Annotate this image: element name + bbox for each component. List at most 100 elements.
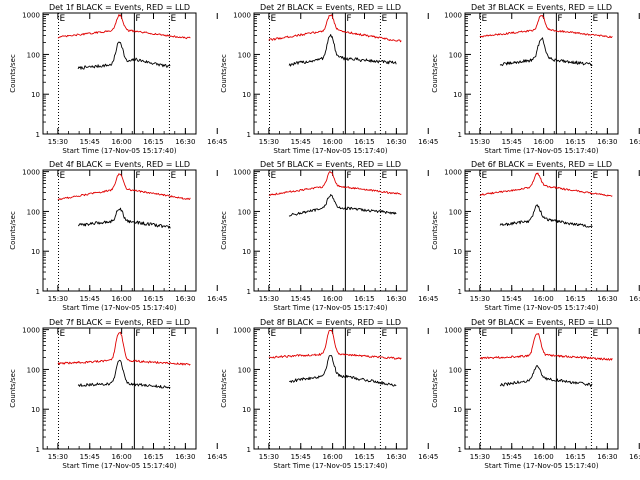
x-tick-label: 16:45 (418, 138, 438, 146)
marker-label: E (592, 171, 598, 181)
x-tick-label: 15:30 (48, 453, 68, 461)
x-tick-label: 16:45 (207, 453, 227, 461)
x-axis-label: Start Time (17-Nov-05 15:17:40) (62, 147, 176, 155)
y-tick-label: 10 (453, 91, 462, 99)
y-axis-label: Counts/sec (431, 54, 439, 93)
series-lld (268, 329, 402, 360)
x-tick-label: 16:45 (629, 138, 640, 146)
marker-label: E (592, 14, 598, 24)
series-events (289, 355, 397, 387)
x-tick-label: 16:45 (207, 295, 227, 303)
x-axis-label: Start Time (17-Nov-05 15:17:40) (484, 304, 598, 312)
y-axis-label: Counts/sec (220, 54, 228, 93)
detector-plot-3: Det 3f BLACK = Events, RED = LLD 1 10 100 10… (431, 3, 640, 155)
plot-title: Det 6f BLACK = Events, RED = LLD (471, 160, 612, 169)
y-tick-label: 10 (242, 91, 251, 99)
y-tick-label: 100 (27, 366, 40, 374)
y-tick-label: 10 (242, 406, 251, 414)
y-axis-label: Counts/sec (220, 211, 228, 250)
x-tick-label: 15:30 (259, 295, 279, 303)
x-tick-label: 16:30 (386, 295, 406, 303)
x-tick-label: 15:30 (470, 453, 490, 461)
x-tick-label: 16:30 (597, 453, 617, 461)
y-tick-label: 1 (247, 446, 251, 454)
y-tick-label: 1000 (22, 327, 40, 335)
x-tick-label: 16:45 (629, 453, 640, 461)
marker-label: E (271, 171, 277, 181)
plot-title: Det 8f BLACK = Events, RED = LLD (260, 318, 401, 327)
y-tick-label: 100 (238, 51, 251, 59)
x-tick-label: 16:00 (323, 138, 343, 146)
plot-title: Det 4f BLACK = Events, RED = LLD (49, 160, 190, 169)
y-axis-label: Counts/sec (431, 211, 439, 250)
x-axis-label: Start Time (17-Nov-05 15:17:40) (62, 304, 176, 312)
marker-label: F (557, 329, 562, 339)
y-tick-label: 1000 (444, 327, 462, 335)
x-tick-label: 16:30 (386, 453, 406, 461)
x-axis-label: Start Time (17-Nov-05 15:17:40) (273, 304, 387, 312)
y-tick-label: 10 (242, 248, 251, 256)
marker-label: F (557, 171, 562, 181)
series-events (77, 41, 171, 70)
marker-label: E (60, 14, 66, 24)
x-tick-label: 15:30 (259, 453, 279, 461)
y-tick-label: 100 (27, 51, 40, 59)
plot-title: Det 3f BLACK = Events, RED = LLD (471, 3, 612, 12)
x-tick-label: 16:15 (354, 295, 374, 303)
x-tick-label: 16:00 (534, 138, 554, 146)
x-tick-label: 16:00 (534, 453, 554, 461)
marker-label: F (135, 14, 140, 24)
x-tick-label: 15:30 (470, 138, 490, 146)
x-tick-label: 16:45 (207, 138, 227, 146)
x-tick-label: 15:45 (502, 453, 522, 461)
plot-frame (253, 12, 408, 135)
y-tick-label: 1000 (233, 169, 251, 177)
series-lld (479, 333, 613, 361)
detector-plot-9: Det 9f BLACK = Events, RED = LLD 1 10 100 10… (431, 318, 640, 470)
y-tick-label: 100 (238, 208, 251, 216)
x-tick-label: 16:45 (418, 453, 438, 461)
marker-label: E (271, 14, 277, 24)
marker-label: F (346, 14, 351, 24)
series-events (288, 194, 397, 217)
y-tick-label: 1 (247, 288, 251, 296)
series-lld (57, 14, 191, 40)
x-axis-label: Start Time (17-Nov-05 15:17:40) (484, 462, 598, 470)
plot-frame (464, 327, 619, 450)
plot-title: Det 2f BLACK = Events, RED = LLD (260, 3, 401, 12)
series-lld (57, 173, 191, 201)
plot-frame (464, 12, 619, 135)
y-tick-label: 1 (36, 131, 40, 139)
plot-frame (42, 169, 197, 292)
y-tick-label: 1 (36, 446, 40, 454)
y-tick-label: 1000 (233, 327, 251, 335)
marker-label: E (482, 14, 488, 24)
y-axis-label: Counts/sec (9, 54, 17, 93)
detector-plot-4: Det 4f BLACK = Events, RED = LLD 1 10 100 10… (9, 160, 227, 312)
y-tick-label: 100 (27, 208, 40, 216)
y-tick-label: 10 (31, 406, 40, 414)
marker-label: E (381, 171, 387, 181)
marker-label: E (381, 14, 387, 24)
y-tick-label: 100 (449, 208, 462, 216)
marker-label: F (346, 171, 351, 181)
plot-frame (253, 327, 408, 450)
x-tick-label: 16:00 (323, 295, 343, 303)
detector-plot-2: Det 2f BLACK = Events, RED = LLD 1 10 100 10… (220, 3, 438, 155)
x-tick-label: 15:45 (80, 295, 100, 303)
x-tick-label: 16:15 (143, 295, 163, 303)
x-tick-label: 15:45 (291, 138, 311, 146)
x-tick-label: 16:15 (354, 453, 374, 461)
y-tick-label: 100 (449, 51, 462, 59)
y-tick-label: 100 (238, 366, 251, 374)
x-axis-label: Start Time (17-Nov-05 15:17:40) (62, 462, 176, 470)
detector-plot-8: Det 8f BLACK = Events, RED = LLD 1 10 100 10… (220, 318, 438, 470)
y-tick-label: 10 (31, 91, 40, 99)
y-tick-label: 100 (449, 366, 462, 374)
series-events (499, 204, 593, 228)
marker-label: E (170, 329, 176, 339)
x-tick-label: 15:30 (470, 295, 490, 303)
x-tick-label: 16:15 (143, 138, 163, 146)
y-tick-label: 10 (453, 406, 462, 414)
plot-title: Det 1f BLACK = Events, RED = LLD (49, 3, 190, 12)
